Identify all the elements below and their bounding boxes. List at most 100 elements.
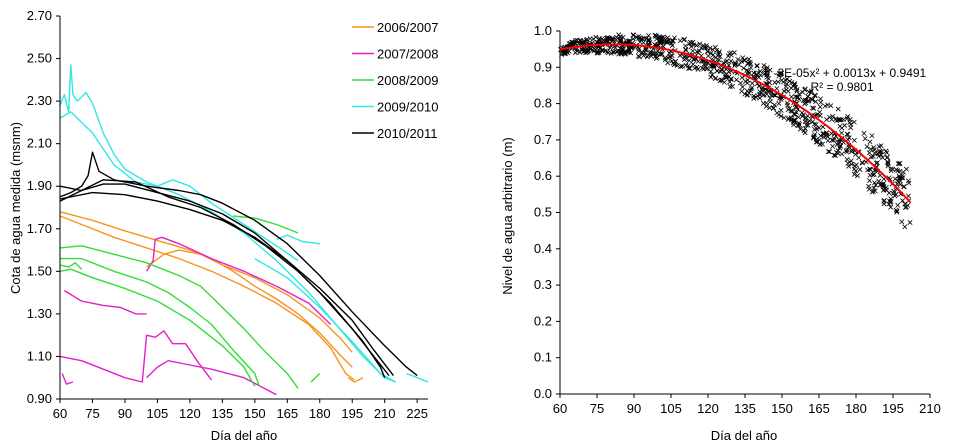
right-x-axis-label: Día del año	[711, 428, 778, 443]
scatter-point	[867, 178, 872, 184]
scatter-point	[791, 117, 797, 123]
scatter-point	[619, 46, 625, 52]
scatter-point	[902, 204, 908, 210]
right-y-tick-label: 0.6	[534, 168, 552, 183]
scatter-point	[867, 167, 873, 172]
scatter-point	[695, 66, 701, 72]
scatter-point	[796, 121, 802, 127]
scatter-point	[830, 143, 836, 149]
scatter-point	[686, 65, 692, 71]
series-line-2010-2011	[59, 179, 386, 378]
scatter-point	[867, 139, 873, 145]
scatter-point	[813, 121, 819, 127]
scatter-point	[811, 121, 817, 127]
right-y-tick-label: 0.9	[534, 59, 552, 74]
scatter-point	[695, 58, 701, 64]
right-y-tick-label: 0.5	[534, 205, 552, 220]
left-x-tick-label: 180	[309, 406, 331, 421]
scatter-point	[751, 93, 757, 99]
scatter-point	[873, 160, 879, 166]
scatter-point	[761, 62, 767, 68]
scatter-point	[840, 117, 846, 123]
scatter-point	[594, 50, 600, 56]
scatter-point	[829, 137, 835, 143]
scatter-point	[725, 53, 731, 59]
right-chart: 0.0 0.1 0.2 0.3 0.4 0.5 0.6 0.7 0.8 0.9 1.0 60 75 90…	[500, 23, 941, 443]
left-x-tick-label: 225	[406, 406, 428, 421]
fit-r-squared: R² = 0.9801	[810, 80, 873, 94]
scatter-point	[616, 32, 622, 38]
scatter-point	[822, 103, 828, 109]
scatter-point	[707, 45, 713, 51]
scatter-point	[774, 110, 780, 116]
right-y-tick-label: 0.3	[534, 277, 552, 292]
right-x-tick-label: 135	[734, 401, 756, 416]
scatter-point	[641, 40, 647, 46]
scatter-point	[803, 100, 808, 106]
scatter-point	[846, 135, 852, 141]
scatter-point	[800, 113, 805, 119]
scatter-point	[727, 84, 733, 90]
left-x-tick-label: 165	[276, 406, 298, 421]
scatter-point	[626, 38, 632, 44]
scatter-point	[837, 139, 843, 145]
scatter-point	[821, 131, 827, 137]
scatter-point	[788, 94, 794, 100]
scatter-point	[861, 130, 867, 136]
left-x-ticks: 60 75 90 105 120 135 150 165 180 195 210 225	[53, 399, 428, 421]
scatter-point	[876, 178, 882, 184]
scatter-point	[654, 54, 660, 60]
scatter-point	[690, 48, 696, 54]
scatter-point	[744, 67, 750, 73]
scatter-point	[907, 220, 913, 225]
scatter-point	[584, 36, 590, 42]
scatter-point	[746, 70, 752, 76]
scatter-point	[653, 33, 659, 39]
scatter-point	[665, 35, 671, 41]
scatter-point	[646, 33, 652, 39]
scatter-point	[825, 102, 831, 108]
scatter-point	[870, 188, 876, 194]
scatter-point	[709, 72, 715, 78]
scatter-point	[705, 49, 711, 55]
scatter-point	[825, 138, 831, 144]
scatter-point	[881, 197, 887, 203]
scatter-point	[776, 101, 782, 106]
scatter-point	[842, 122, 848, 128]
scatter-point	[669, 41, 675, 47]
scatter-point	[761, 92, 767, 98]
scatter-point	[778, 107, 784, 113]
fit-curve	[559, 43, 912, 203]
scatter-point	[742, 91, 748, 97]
scatter-point	[683, 43, 688, 49]
scatter-point	[699, 65, 705, 71]
series-line-2006-2007	[146, 249, 353, 353]
right-y-tick-label: 0.4	[534, 241, 552, 256]
scatter-point	[657, 39, 663, 45]
scatter-point	[657, 34, 662, 40]
scatter-point	[738, 80, 744, 86]
left-x-tick-label: 90	[118, 406, 132, 421]
legend-label: 2010/2011	[377, 126, 438, 141]
right-x-tick-label: 105	[660, 401, 682, 416]
scatter-point	[653, 33, 659, 39]
scatter-point	[694, 49, 700, 55]
scatter-point	[768, 92, 774, 98]
scatter-point	[836, 137, 842, 143]
scatter-point	[703, 64, 709, 70]
left-y-axis-label: Cota de agua medida (msnm)	[8, 122, 23, 294]
right-x-tick-label: 195	[882, 401, 904, 416]
scatter-point	[746, 56, 752, 62]
scatter-point	[767, 80, 773, 86]
scatter-point	[817, 113, 823, 119]
scatter-point	[733, 61, 739, 67]
scatter-point	[884, 155, 890, 161]
scatter-point	[716, 57, 722, 63]
left-x-tick-label: 210	[374, 406, 396, 421]
scatter-point	[626, 46, 632, 52]
scatter-point	[754, 72, 760, 78]
left-chart-lines	[59, 64, 429, 396]
scatter-point	[776, 71, 782, 77]
series-line-2008-2009	[233, 215, 299, 234]
scatter-point	[708, 69, 714, 74]
